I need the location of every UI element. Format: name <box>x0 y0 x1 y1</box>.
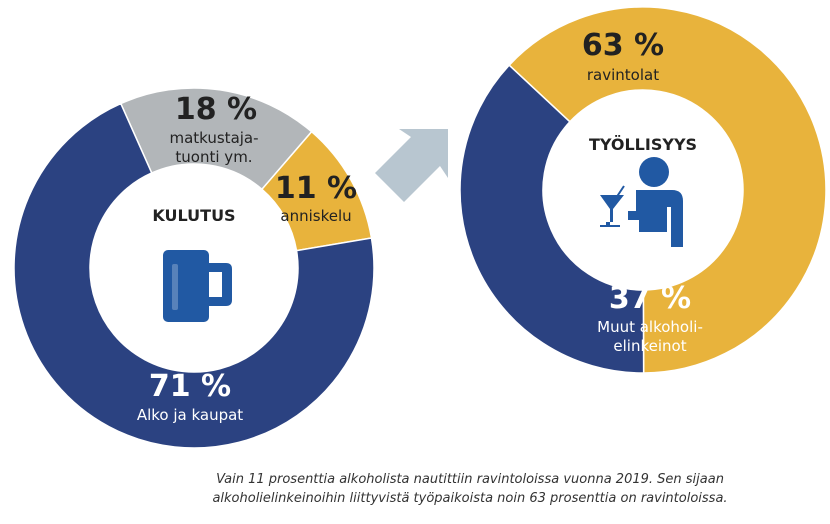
right-arrow-icon <box>375 129 448 202</box>
label-pct-alko: 71 % <box>149 369 231 404</box>
slice-matkustaja-tuonti-ym <box>119 87 313 191</box>
caption: Vain 11 prosenttia alkoholista nautittii… <box>150 470 790 508</box>
label-matkustaja-line1: matkustaja- <box>169 129 258 147</box>
slice-muut-alkoholi-elinkeinot <box>459 64 645 374</box>
label-pct-anniskelu: 11 % <box>275 171 357 206</box>
slice-ravintolat <box>508 6 827 374</box>
caption-line-1: Vain 11 prosenttia alkoholista nautittii… <box>216 472 724 487</box>
beer-mug-icon <box>163 250 232 322</box>
label-pct-matkustaja: 18 % <box>175 92 257 127</box>
label-pct-ravintolat: 63 % <box>582 28 664 63</box>
slice-alko-ja-kaupat <box>13 102 375 449</box>
donut-kulutus <box>13 87 375 449</box>
label-muut-line1: Muut alkoholi- <box>597 318 703 336</box>
label-alko: Alko ja kaupat <box>137 406 243 424</box>
label-pct-muut: 37 % <box>609 281 691 316</box>
kulutus-title: KULUTUS <box>152 206 235 225</box>
label-matkustaja-line2: tuonti ym. <box>175 148 252 166</box>
donut-tyollisyys <box>459 6 827 374</box>
label-anniskelu: anniskelu <box>280 207 351 225</box>
caption-line-2: alkoholielinkeinoihin liittyvistä työpai… <box>212 491 728 506</box>
label-muut-line2: elinkeinot <box>613 337 686 355</box>
tyollisyys-title: TYÖLLISYYS <box>589 135 697 154</box>
label-ravintolat: ravintolat <box>587 66 659 84</box>
bartender-icon <box>600 157 683 247</box>
